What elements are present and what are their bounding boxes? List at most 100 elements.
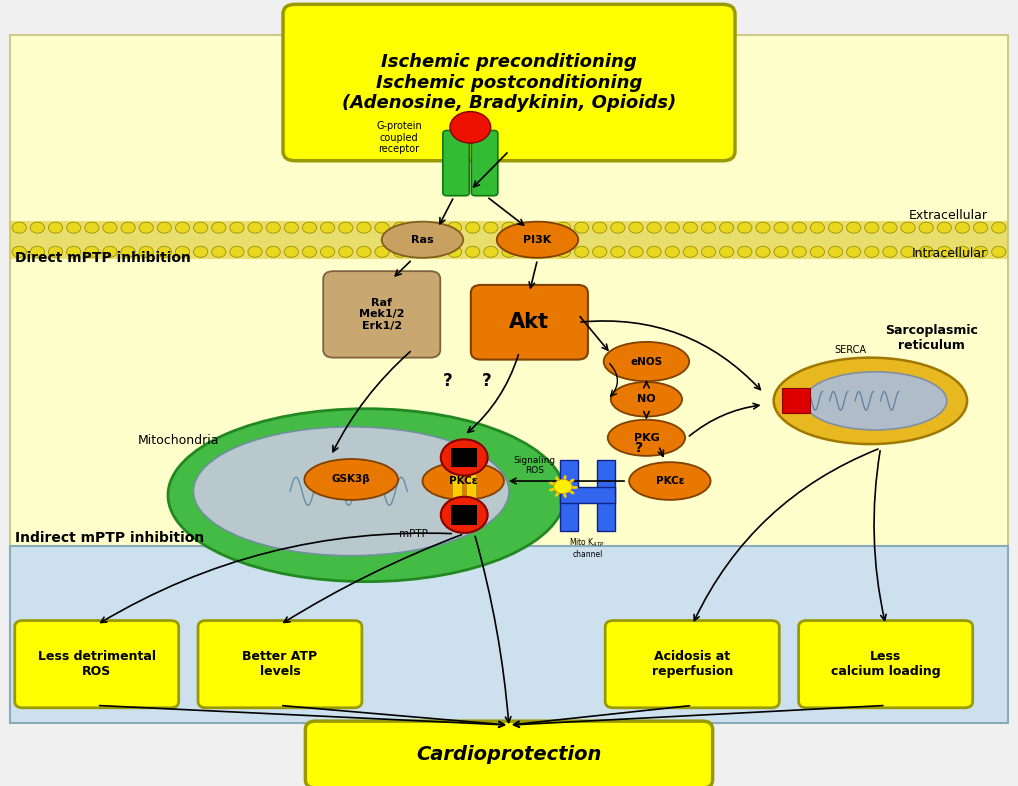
Circle shape [49, 246, 63, 257]
Circle shape [647, 246, 662, 257]
Circle shape [393, 246, 407, 257]
Circle shape [193, 246, 208, 257]
Bar [10, 221, 1008, 259]
Circle shape [66, 222, 80, 233]
Circle shape [611, 246, 625, 257]
Circle shape [701, 246, 716, 257]
Ellipse shape [629, 462, 711, 500]
Circle shape [411, 246, 426, 257]
Circle shape [574, 222, 588, 233]
Circle shape [774, 246, 788, 257]
Text: eNOS: eNOS [630, 357, 663, 366]
Circle shape [829, 246, 843, 257]
Circle shape [554, 479, 572, 494]
Circle shape [938, 246, 952, 257]
Bar [597, 460, 615, 531]
Circle shape [665, 222, 679, 233]
Circle shape [792, 246, 806, 257]
Circle shape [810, 222, 825, 233]
Ellipse shape [774, 358, 967, 444]
Circle shape [919, 246, 934, 257]
Text: Direct mPTP inhibition: Direct mPTP inhibition [15, 251, 191, 265]
Circle shape [284, 246, 298, 257]
Circle shape [774, 222, 788, 233]
Text: Akt: Akt [509, 312, 550, 332]
Circle shape [411, 222, 426, 233]
Circle shape [755, 222, 770, 233]
Ellipse shape [304, 459, 398, 500]
Text: NO: NO [637, 395, 656, 404]
Bar [451, 505, 477, 525]
Circle shape [484, 246, 498, 257]
Circle shape [121, 246, 135, 257]
Circle shape [539, 246, 553, 257]
FancyBboxPatch shape [470, 285, 587, 360]
Ellipse shape [804, 372, 947, 430]
Circle shape [484, 222, 498, 233]
Circle shape [955, 246, 969, 257]
Circle shape [955, 222, 969, 233]
Circle shape [973, 246, 987, 257]
Circle shape [49, 222, 63, 233]
Circle shape [448, 246, 462, 257]
Circle shape [12, 222, 26, 233]
Circle shape [556, 222, 570, 233]
Circle shape [847, 222, 861, 233]
Circle shape [356, 246, 371, 257]
Circle shape [938, 222, 952, 233]
Bar [10, 546, 1008, 723]
Circle shape [375, 222, 389, 233]
Text: SERCA: SERCA [834, 345, 866, 354]
Ellipse shape [604, 342, 689, 381]
Circle shape [302, 222, 317, 233]
Circle shape [103, 222, 117, 233]
Circle shape [430, 222, 444, 233]
Text: Less detrimental
ROS: Less detrimental ROS [38, 650, 156, 678]
Circle shape [339, 246, 353, 257]
Circle shape [284, 222, 298, 233]
Circle shape [992, 222, 1006, 233]
FancyBboxPatch shape [15, 621, 179, 707]
Circle shape [448, 222, 462, 233]
Circle shape [139, 222, 154, 233]
Circle shape [520, 246, 534, 257]
Circle shape [175, 246, 189, 257]
Circle shape [193, 222, 208, 233]
Circle shape [829, 222, 843, 233]
Circle shape [266, 246, 280, 257]
Circle shape [502, 222, 516, 233]
Ellipse shape [422, 462, 504, 500]
Text: Extracellular: Extracellular [908, 209, 987, 222]
Circle shape [574, 246, 588, 257]
Circle shape [520, 222, 534, 233]
Circle shape [701, 222, 716, 233]
Circle shape [883, 222, 897, 233]
Bar [466, 457, 476, 515]
Text: ?: ? [443, 373, 453, 390]
Circle shape [121, 222, 135, 233]
Bar [451, 447, 477, 468]
Circle shape [738, 222, 752, 233]
Bar [560, 487, 615, 503]
Circle shape [647, 222, 662, 233]
Text: GSK3β: GSK3β [332, 475, 371, 484]
Circle shape [683, 246, 697, 257]
Circle shape [321, 246, 335, 257]
Circle shape [266, 222, 280, 233]
Circle shape [31, 222, 45, 233]
Text: ?: ? [482, 373, 492, 390]
FancyBboxPatch shape [197, 621, 362, 707]
Circle shape [321, 222, 335, 233]
Text: Ischemic preconditioning
Ischemic postconditioning
(Adenosine, Bradykinin, Opioi: Ischemic preconditioning Ischemic postco… [342, 53, 676, 112]
Circle shape [629, 222, 643, 233]
Text: Intracellular: Intracellular [912, 248, 987, 260]
Bar [452, 457, 462, 515]
Circle shape [465, 246, 479, 257]
Circle shape [665, 246, 679, 257]
Text: G-protein
coupled
receptor: G-protein coupled receptor [377, 121, 421, 154]
Circle shape [755, 246, 770, 257]
FancyBboxPatch shape [443, 130, 469, 196]
Circle shape [31, 246, 45, 257]
Circle shape [465, 222, 479, 233]
Circle shape [738, 246, 752, 257]
